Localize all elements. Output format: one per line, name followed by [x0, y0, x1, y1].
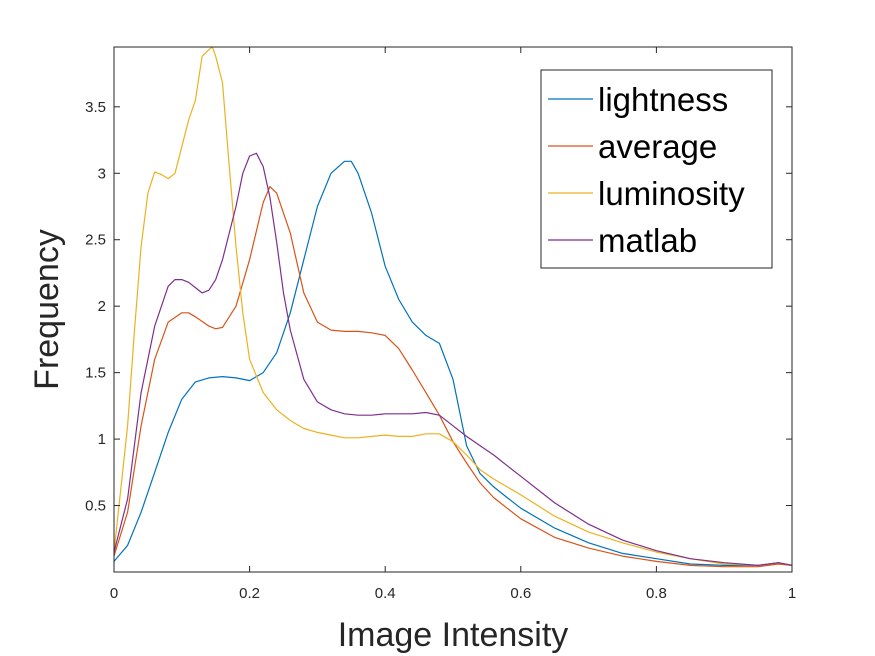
y-axis-title: Frequency: [28, 229, 66, 390]
legend-label: average: [598, 128, 717, 165]
x-tick-label: 0.6: [510, 585, 531, 602]
x-axis-title: Image Intensity: [338, 616, 569, 654]
y-tick-label: 1: [98, 431, 106, 448]
y-tick-label: 0.5: [85, 498, 106, 515]
x-tick-label: 0: [110, 585, 118, 602]
series-line-luminosity: [113, 46, 793, 567]
y-tick-label: 1.5: [85, 365, 106, 382]
x-tick-label: 0.4: [375, 585, 396, 602]
legend-label: luminosity: [598, 175, 745, 212]
x-tick-label: 1: [788, 585, 796, 602]
legend-label: matlab: [598, 222, 697, 259]
x-tick-label: 0.2: [239, 585, 260, 602]
y-tick-label: 2: [98, 298, 106, 315]
series-line-average: [113, 186, 793, 568]
y-tick-label: 3: [98, 165, 106, 182]
legend-label: lightness: [598, 81, 728, 118]
series-line-matlab: [113, 152, 793, 567]
y-tick-label: 3.5: [85, 99, 106, 116]
x-tick-label: 0.8: [646, 585, 667, 602]
legend-box: [540, 69, 773, 269]
y-tick-label: 2.5: [85, 232, 106, 249]
series-line-lightness: [113, 160, 793, 567]
series-layer: [113, 46, 793, 568]
ticks-layer: 0 0.2 0.4 0.6 0.8 1 0.5 1 1.5 2 2.5 3 3.5: [85, 47, 796, 602]
legend: lightness average luminosity matlab: [540, 69, 773, 269]
plot-frame: [113, 46, 793, 573]
